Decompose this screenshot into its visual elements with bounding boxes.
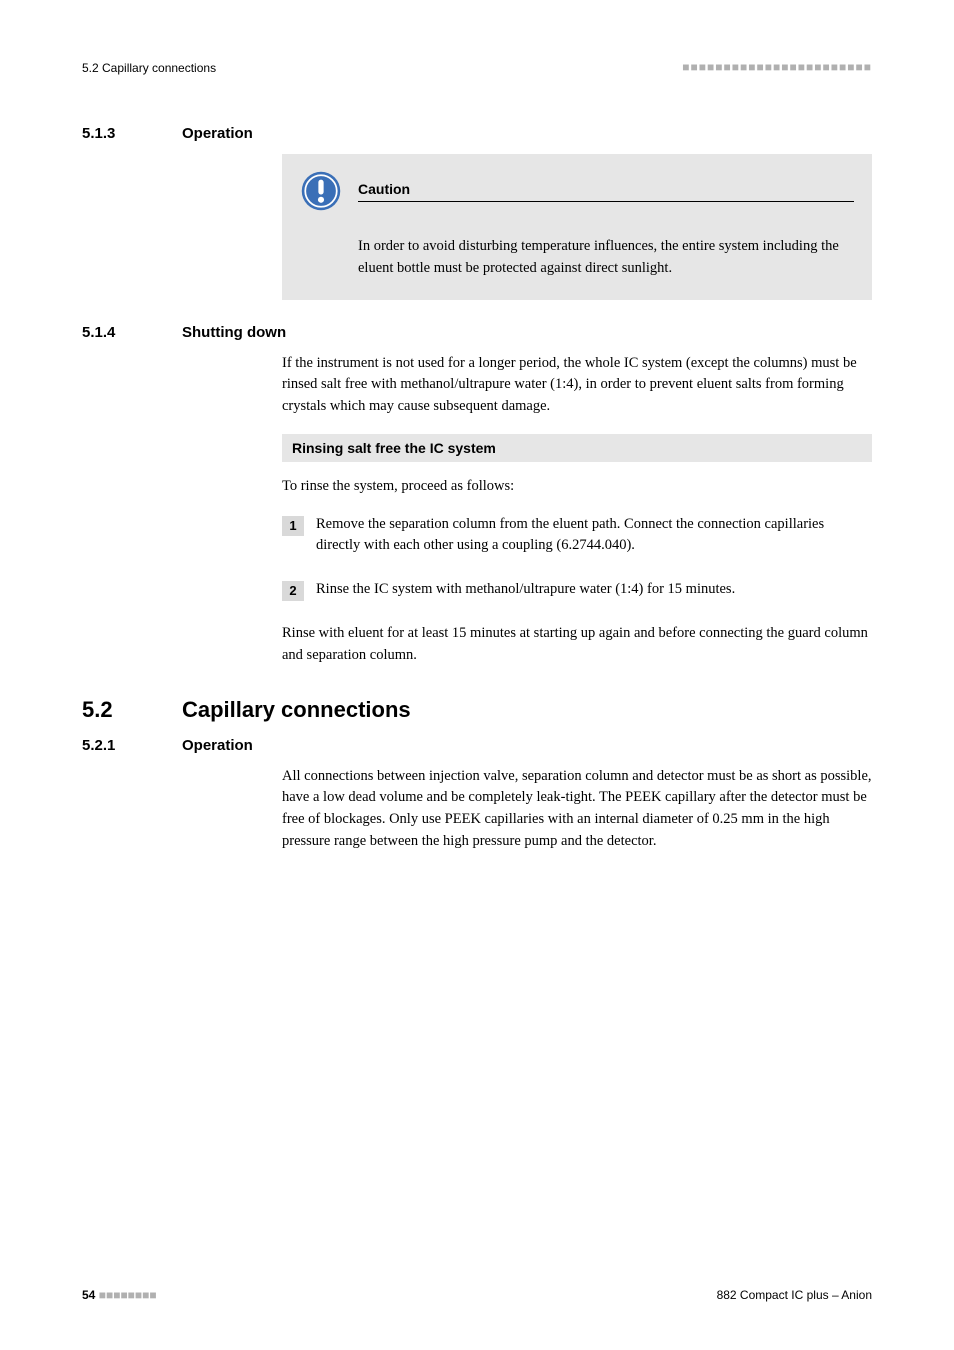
page-footer: 54 ■■■■■■■■ 882 Compact IC plus – Anion: [82, 1288, 872, 1302]
caution-box: Caution In order to avoid disturbing tem…: [282, 154, 872, 300]
caution-text: In order to avoid disturbing temperature…: [358, 236, 854, 280]
outro-paragraph: Rinse with eluent for at least 15 minute…: [282, 623, 872, 667]
section-number: 5.1.3: [82, 125, 182, 142]
section-title: Capillary connections: [182, 697, 411, 723]
caution-header: Caution: [300, 170, 854, 212]
step-number-badge: 1: [282, 516, 304, 536]
section-52-heading: 5.2 Capillary connections: [82, 697, 872, 723]
section-514-heading: 5.1.4 Shutting down: [82, 324, 872, 341]
section-title: Shutting down: [182, 324, 286, 341]
procedure-lead: To rinse the system, proceed as follows:: [282, 476, 872, 498]
page: 5.2 Capillary connections ■■■■■■■■■■■■■■…: [0, 0, 954, 1350]
step-item: 1 Remove the separation column from the …: [282, 514, 872, 558]
step-text: Remove the separation column from the el…: [316, 514, 872, 558]
header-ornament: ■■■■■■■■■■■■■■■■■■■■■■■: [682, 60, 872, 75]
section-title: Operation: [182, 737, 253, 754]
section-title: Operation: [182, 125, 253, 142]
step-number-badge: 2: [282, 581, 304, 601]
page-header: 5.2 Capillary connections ■■■■■■■■■■■■■■…: [82, 60, 872, 75]
section-number: 5.1.4: [82, 324, 182, 341]
step-text: Rinse the IC system with methanol/ultrap…: [316, 579, 735, 601]
body-paragraph: All connections between injection valve,…: [282, 766, 872, 853]
section-number: 5.2: [82, 697, 182, 723]
page-number: 54: [82, 1288, 95, 1302]
section-513-content: Caution In order to avoid disturbing tem…: [282, 154, 872, 300]
section-514-content: If the instrument is not used for a long…: [282, 353, 872, 667]
caution-label: Caution: [358, 181, 854, 202]
footer-doc-title: 882 Compact IC plus – Anion: [717, 1288, 872, 1302]
procedure-title: Rinsing salt free the IC system: [282, 434, 872, 462]
caution-icon: [300, 170, 342, 212]
header-section-ref: 5.2 Capillary connections: [82, 61, 216, 75]
step-item: 2 Rinse the IC system with methanol/ultr…: [282, 579, 872, 601]
section-521-heading: 5.2.1 Operation: [82, 737, 872, 754]
section-number: 5.2.1: [82, 737, 182, 754]
footer-ornament: ■■■■■■■■: [95, 1288, 156, 1302]
intro-paragraph: If the instrument is not used for a long…: [282, 353, 872, 418]
footer-page-number: 54 ■■■■■■■■: [82, 1288, 157, 1302]
section-513-heading: 5.1.3 Operation: [82, 125, 872, 142]
section-521-content: All connections between injection valve,…: [282, 766, 872, 853]
